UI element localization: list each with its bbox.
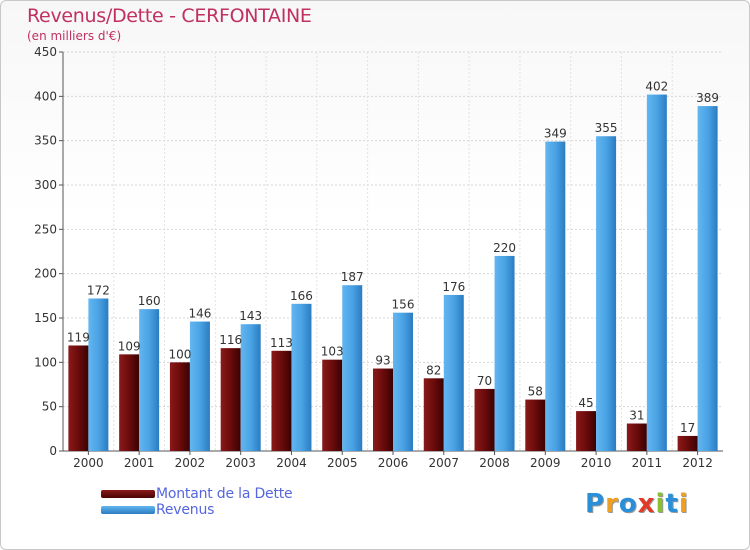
data-label-dette: 100 xyxy=(168,347,191,361)
x-tick-label: 2011 xyxy=(632,456,663,470)
data-label-revenus: 220 xyxy=(493,241,516,255)
logo-letter: i xyxy=(678,489,689,519)
logo-letter: o xyxy=(618,489,638,519)
data-label-revenus: 156 xyxy=(392,298,415,312)
x-tick-label: 2010 xyxy=(581,456,612,470)
bar-dette xyxy=(626,423,647,451)
bar-revenus xyxy=(393,312,413,451)
bar-dette xyxy=(119,354,140,451)
data-label-dette: 82 xyxy=(426,363,441,377)
logo-letter: x xyxy=(637,489,656,519)
bar-revenus xyxy=(545,141,566,451)
y-tick-label: 100 xyxy=(34,355,57,369)
data-labels: 119 172 109 160 100 146 116 143 113 166 103 187 93 15… xyxy=(67,80,719,435)
data-label-dette: 119 xyxy=(67,330,90,344)
data-label-revenus: 349 xyxy=(544,127,567,141)
y-tick-label: 300 xyxy=(34,178,57,192)
chart-subtitle: (en milliers d'€) xyxy=(27,29,122,43)
bar-revenus xyxy=(240,324,261,451)
bar-dette xyxy=(677,435,698,451)
data-label-dette: 93 xyxy=(375,354,390,368)
data-label-revenus: 143 xyxy=(239,309,262,323)
data-label-dette: 116 xyxy=(219,333,242,347)
data-label-revenus: 176 xyxy=(442,280,465,294)
data-label-dette: 109 xyxy=(118,339,141,353)
bar-dette xyxy=(423,378,444,451)
bar-revenus xyxy=(291,303,312,451)
x-tick-label: 2003 xyxy=(225,456,256,470)
bar-revenus xyxy=(342,285,363,451)
bar-dette xyxy=(322,359,343,451)
y-tick-label: 350 xyxy=(34,134,57,148)
logo-letter: P xyxy=(585,489,606,519)
x-tick-label: 2005 xyxy=(327,456,358,470)
data-label-revenus: 160 xyxy=(138,294,161,308)
y-tick-label: 150 xyxy=(34,311,57,325)
legend-label-revenus: Revenus xyxy=(156,502,215,518)
bar-dette xyxy=(220,348,241,451)
x-tick-label: 2012 xyxy=(682,456,713,470)
x-tick-label: 2008 xyxy=(479,456,510,470)
data-label-dette: 31 xyxy=(629,409,644,423)
y-tick-label: 400 xyxy=(34,89,57,103)
bar-revenus xyxy=(443,294,464,451)
bar-revenus xyxy=(139,309,160,451)
x-tick-label: 2007 xyxy=(428,456,459,470)
bars xyxy=(68,94,718,451)
x-tick-label: 2004 xyxy=(276,456,307,470)
data-label-dette: 58 xyxy=(528,385,543,399)
bar-dette xyxy=(576,411,597,451)
bar-dette xyxy=(373,368,393,451)
y-tick-label: 450 xyxy=(34,45,57,59)
data-label-dette: 103 xyxy=(321,345,344,359)
y-tick-label: 50 xyxy=(42,400,57,414)
bar-dette xyxy=(169,362,190,451)
x-tick-label: 2000 xyxy=(73,456,104,470)
bar-dette xyxy=(474,388,495,451)
proxiti-logo: Proxiti xyxy=(585,489,689,519)
x-tick-label: 2009 xyxy=(530,456,561,470)
bar-dette xyxy=(68,345,89,451)
chart-title: Revenus/Dette - CERFONTAINE xyxy=(27,5,312,27)
y-tick-label: 0 xyxy=(49,444,57,458)
logo-letter: r xyxy=(605,489,619,519)
bar-revenus xyxy=(494,255,515,451)
bar-revenus xyxy=(88,298,109,451)
bar-revenus xyxy=(596,136,617,451)
data-label-revenus: 355 xyxy=(595,121,618,135)
y-tick-label: 250 xyxy=(34,222,57,236)
data-label-revenus: 172 xyxy=(87,283,110,297)
legend-label-dette: Montant de la Dette xyxy=(156,486,293,502)
data-label-dette: 45 xyxy=(578,396,593,410)
data-label-revenus: 146 xyxy=(188,307,211,321)
bar-revenus xyxy=(697,106,718,451)
x-tick-label: 2006 xyxy=(378,456,409,470)
data-label-dette: 113 xyxy=(270,336,293,350)
x-tick-label: 2001 xyxy=(124,456,155,470)
data-label-dette: 17 xyxy=(680,421,695,435)
data-label-revenus: 402 xyxy=(645,80,668,94)
data-label-revenus: 187 xyxy=(341,270,364,284)
bar-revenus xyxy=(646,94,667,451)
x-tick-label: 2002 xyxy=(175,456,206,470)
axes: 0 50 100 150 200 250 300 350 400 450 2000 2001 2002 2… xyxy=(34,45,723,470)
legend-swatch-dette xyxy=(101,490,155,498)
bar-revenus xyxy=(189,321,210,451)
logo-letter: t xyxy=(665,489,679,519)
logo-letter: i xyxy=(655,489,666,519)
y-tick-label: 200 xyxy=(34,267,57,281)
bar-dette xyxy=(525,399,546,451)
data-label-revenus: 389 xyxy=(696,91,719,105)
legend-swatch-revenus xyxy=(101,506,155,514)
data-label-dette: 70 xyxy=(477,374,492,388)
data-label-revenus: 166 xyxy=(290,289,313,303)
bar-dette xyxy=(271,350,292,451)
